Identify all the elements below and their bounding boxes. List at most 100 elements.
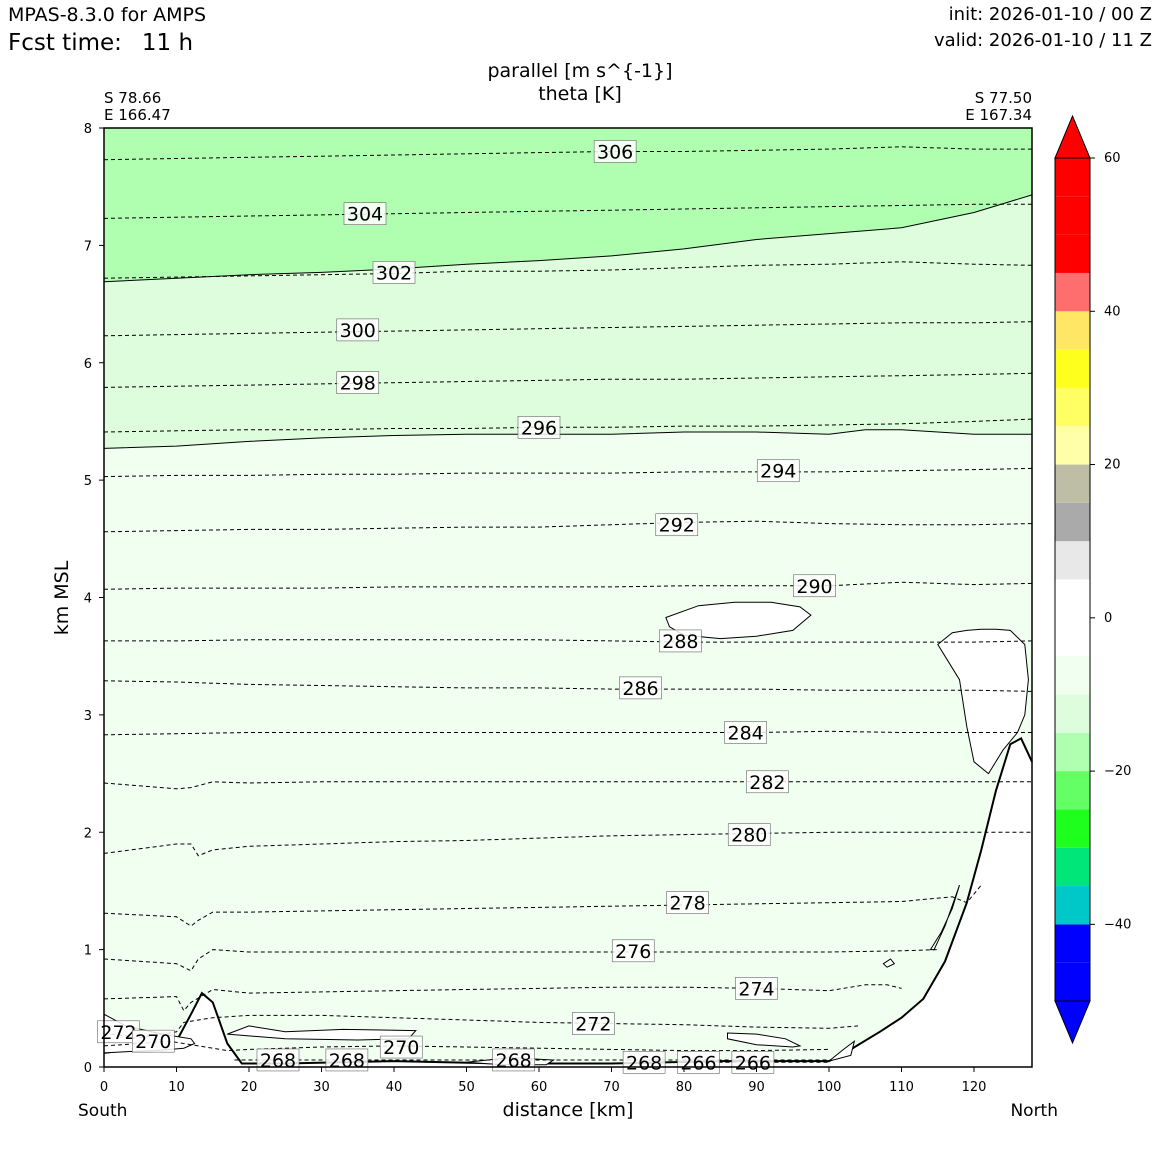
y-tick-label-2: 2 <box>84 826 92 841</box>
theta-label-276-text: 276 <box>615 941 651 963</box>
colorbar-tick-label-4: −20 <box>1104 764 1131 779</box>
theta-label-266-box <box>677 1051 720 1074</box>
colorbar-bin-11 <box>1055 541 1090 580</box>
zero-wind-contour-1 <box>937 628 1029 775</box>
theta-contour-278 <box>103 884 982 927</box>
fill-band-m20-m15 <box>104 128 1032 282</box>
forecast-time: Fcst time: 11 h <box>8 30 193 56</box>
x-tick-label-10: 10 <box>168 1080 185 1095</box>
colorbar-bin-6 <box>1055 732 1090 772</box>
colorbar-bin-2 <box>1055 886 1090 925</box>
colorbar-bin-21 <box>1055 158 1090 197</box>
theta-label-302-text: 302 <box>376 262 412 284</box>
theta-label-300: 300 <box>336 318 380 342</box>
theta-contour-302 <box>103 261 1033 279</box>
theta-label-278: 278 <box>666 891 709 915</box>
theta-label-288: 288 <box>659 629 702 653</box>
theta-label-270: 270 <box>379 1035 423 1059</box>
fcst-value: 11 h <box>141 30 194 56</box>
terrain-layer <box>103 737 1033 1067</box>
theta-label-268-text: 268 <box>260 1050 296 1072</box>
zero-wind-contour-8 <box>828 1039 856 1062</box>
theta-label-266: 266 <box>677 1051 720 1074</box>
x-tick-label-40: 40 <box>386 1080 403 1095</box>
colorbar-tick-label-1: 40 <box>1104 304 1121 319</box>
theta-contour-272 <box>111 1014 859 1039</box>
theta-label-298-box <box>336 371 380 395</box>
wind-fill-layer <box>103 128 1033 1067</box>
theta-label-280-text: 280 <box>731 825 767 847</box>
theta-contour-306 <box>103 146 1032 161</box>
theta-label-296-box <box>517 416 561 439</box>
theta-label-268: 268 <box>256 1048 300 1072</box>
theta-contour-296 <box>103 418 1033 433</box>
x-tick-label-0: 0 <box>100 1080 108 1095</box>
x-tick-label-110: 110 <box>889 1080 914 1095</box>
theta-contour-276 <box>103 949 938 972</box>
theta-contour-300 <box>103 321 1033 337</box>
theta-contour-labels: 306 304 302 300 298 296 294 292 290 288 286 284 282 2… <box>97 140 836 1074</box>
colorbar: 60 40 20 0 −20 −40 <box>1054 114 1131 1045</box>
theta-label-extra-5: 266 <box>731 1051 775 1074</box>
colorbar-extend-top <box>1054 114 1091 159</box>
zero-wind-contour-3 <box>727 1032 802 1048</box>
theta-label-284-text: 284 <box>727 722 763 744</box>
right-endpoint-lat: S 77.50 <box>974 89 1032 107</box>
theta-label-280: 280 <box>727 823 771 847</box>
theta-label-288-box <box>659 629 702 653</box>
colorbar-bin-9 <box>1055 617 1090 657</box>
colorbar-bin-12 <box>1055 502 1090 542</box>
theta-label-286-text: 286 <box>622 678 658 700</box>
theta-contour-284 <box>103 730 1032 736</box>
theta-contour-298 <box>103 372 1033 388</box>
colorbar-bin-0 <box>1055 962 1090 1001</box>
theta-label-304: 304 <box>343 202 387 226</box>
zero-wind-contour-2 <box>227 1025 417 1041</box>
left-endpoint-lat: S 78.66 <box>104 89 162 107</box>
theta-label-extra-0-text: 272 <box>100 1022 136 1044</box>
south-label: South <box>78 1101 128 1121</box>
theta-contour-288 <box>104 639 1033 643</box>
theta-label-298-text: 298 <box>340 373 376 395</box>
x-tick-label-60: 60 <box>531 1080 548 1095</box>
theta-label-274: 274 <box>735 977 778 1000</box>
y-tick-label-7: 7 <box>84 239 92 254</box>
colorbar-bin-8 <box>1055 656 1090 695</box>
theta-label-304-text: 304 <box>347 204 383 226</box>
theta-label-282: 282 <box>746 770 789 794</box>
theta-label-extra-1: 270 <box>132 1029 175 1053</box>
theta-label-278-box <box>666 891 709 914</box>
theta-label-extra-1-box <box>132 1029 175 1053</box>
axes: 0 10 20 30 40 50 60 70 80 90 100 110 120 0 1 2 3 4 5 6 7 8 <box>84 122 1033 1095</box>
wind-boundary-line-0 <box>103 194 1033 283</box>
theta-label-306-box <box>593 140 637 163</box>
theta-label-306-text: 306 <box>597 141 633 163</box>
y-tick-label-3: 3 <box>84 709 92 724</box>
theta-label-278-text: 278 <box>669 893 705 915</box>
y-tick-label-4: 4 <box>84 592 92 607</box>
theta-label-294-box <box>756 459 800 483</box>
colorbar-bin-20 <box>1055 196 1090 235</box>
theta-label-300-box <box>336 318 380 342</box>
theta-contour-304 <box>103 203 1032 219</box>
colorbar-bin-7 <box>1055 694 1090 733</box>
theta-contour-286 <box>103 680 1033 692</box>
y-tick-label-6: 6 <box>84 357 92 372</box>
x-tick-label-80: 80 <box>676 1080 693 1095</box>
theta-label-306: 306 <box>593 140 637 163</box>
theta-label-270-box <box>379 1035 423 1059</box>
theta-label-extra-4-text: 268 <box>626 1052 662 1074</box>
theta-label-302: 302 <box>372 261 416 284</box>
x-tick-label-120: 120 <box>962 1080 987 1095</box>
x-tick-label-30: 30 <box>313 1080 330 1095</box>
theta-label-282-box <box>746 770 789 794</box>
theta-label-272-text: 272 <box>575 1014 611 1036</box>
theta-label-extra-5-box <box>731 1051 775 1074</box>
north-label: North <box>1010 1101 1058 1121</box>
y-tick-label-0: 0 <box>84 1061 92 1076</box>
theta-label-extra-5-text: 266 <box>735 1052 771 1074</box>
colorbar-bin-15 <box>1055 387 1090 427</box>
y-tick-label-1: 1 <box>84 944 92 959</box>
theta-label-extra-1-text: 270 <box>135 1031 171 1053</box>
